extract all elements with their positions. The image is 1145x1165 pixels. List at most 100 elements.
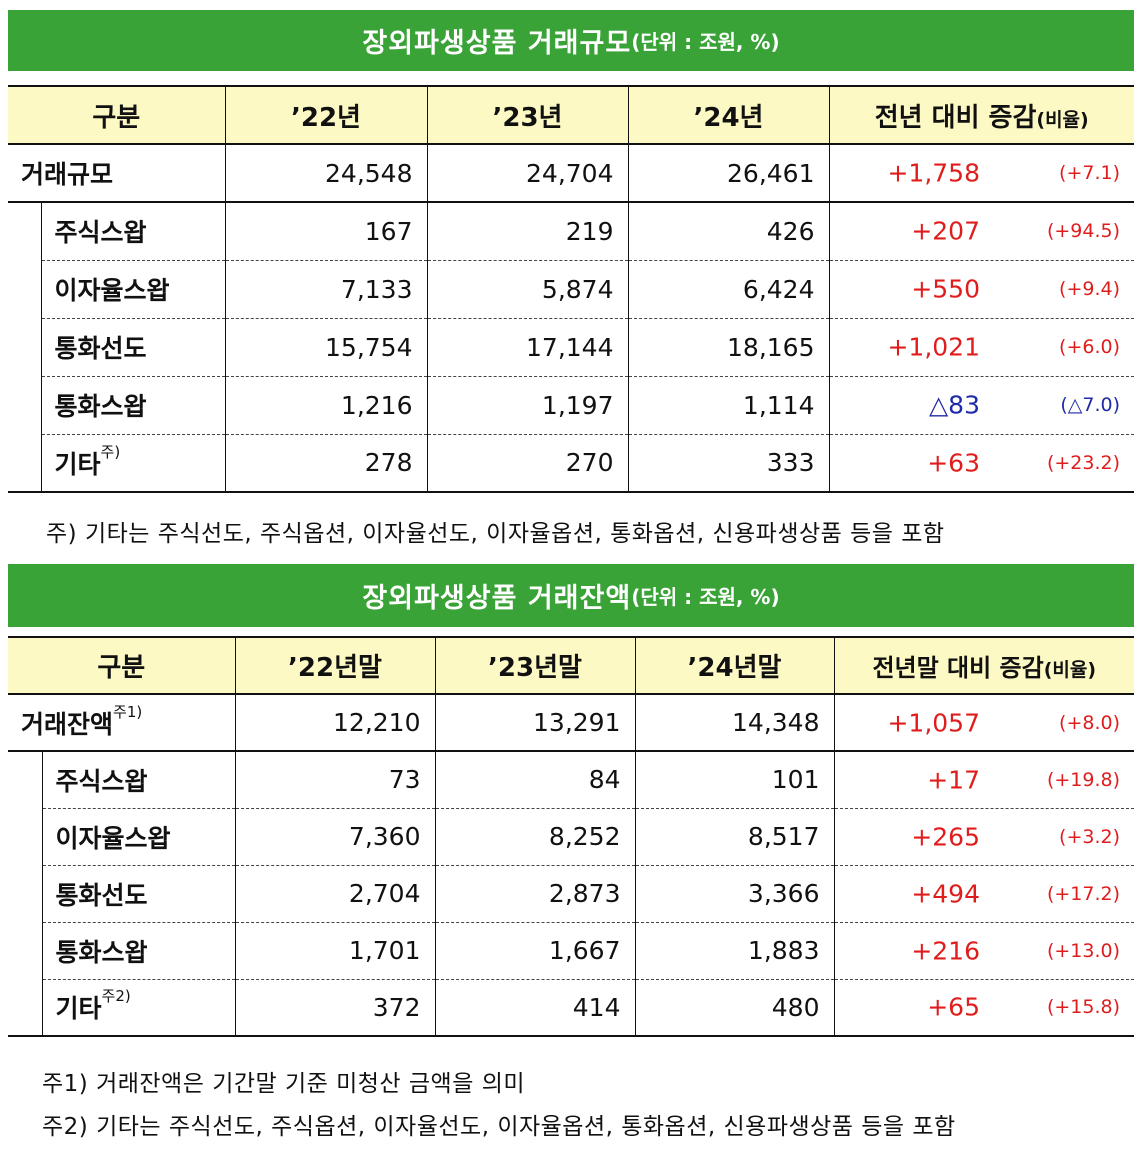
value-2022: 1,701 xyxy=(234,922,435,980)
table-row: 통화선도 2,704 2,873 3,366 +494 (+17.2) xyxy=(8,865,1134,923)
change-ratio: (+6.0) xyxy=(1059,336,1120,358)
table-row: 기타주) 278 270 333 +63 (+23.2) xyxy=(8,434,1134,493)
table1-title-bar: 장외파생상품 거래규모 (단위 : 조원, %) xyxy=(8,10,1134,71)
header-change-ratio: (비율) xyxy=(1043,659,1097,681)
value-2024: 3,366 xyxy=(634,865,834,923)
header-2023-end: ’23년말 xyxy=(434,636,635,695)
value-2024: 1,883 xyxy=(634,922,834,980)
change-ratio: (△7.0) xyxy=(1060,394,1120,416)
header-2024-end: ’24년말 xyxy=(634,636,834,695)
table-row-total: 거래규모 24,548 24,704 26,461 +1,758 (+7.1) xyxy=(8,144,1134,203)
value-2024: 26,461 xyxy=(627,144,829,203)
value-2023: 5,874 xyxy=(426,260,628,319)
change-amount: +207 xyxy=(911,216,980,246)
row-label-text: 거래잔액 xyxy=(21,709,114,739)
table2-footnote-1: 주1) 거래잔액은 기간말 기준 미청산 금액을 의미 xyxy=(42,1071,526,1097)
header-2024: ’24년 xyxy=(627,85,829,145)
change-ratio: (+94.5) xyxy=(1046,220,1120,243)
header-2022-end: ’22년말 xyxy=(234,636,435,695)
value-2023: 17,144 xyxy=(426,318,628,377)
change-cell: +1,021 (+6.0) xyxy=(828,318,1134,377)
change-ratio: (+13.0) xyxy=(1046,939,1120,962)
table2-title: 장외파생상품 거래잔액 xyxy=(362,583,632,614)
change-cell: +207 (+94.5) xyxy=(828,202,1134,261)
value-2023: 1,667 xyxy=(434,922,635,980)
value-2022: 7,360 xyxy=(234,808,435,866)
value-2024: 14,348 xyxy=(634,694,834,752)
change-ratio: (+9.4) xyxy=(1059,278,1120,300)
table-row: 주식스왑 73 84 101 +17 (+19.8) xyxy=(8,751,1134,1037)
footnote-marker: 주) xyxy=(100,442,121,461)
header-change-label: 전년말 대비 증감 xyxy=(872,654,1044,682)
change-ratio: (+23.2) xyxy=(1046,451,1120,474)
value-2023: 2,873 xyxy=(434,865,635,923)
table-row: 통화선도 15,754 17,144 18,165 +1,021 (+6.0) xyxy=(8,318,1134,377)
value-2024: 333 xyxy=(627,434,829,493)
table-row: 주식스왑 167 219 426 +207 (+94.5) xyxy=(8,202,1134,493)
change-amount: +216 xyxy=(911,936,980,965)
table2-unit: (단위 : 조원, %) xyxy=(631,585,780,609)
row-label-text: 기타 xyxy=(55,994,102,1024)
footnote-marker: 주2) xyxy=(101,987,131,1006)
change-amount: △83 xyxy=(928,390,980,420)
value-2022: 73 xyxy=(234,751,435,809)
value-2022: 15,754 xyxy=(224,318,427,377)
change-amount: +17 xyxy=(927,765,980,795)
value-2022: 278 xyxy=(224,434,427,493)
footnote-marker: 주1) xyxy=(113,702,143,721)
value-2023: 84 xyxy=(434,751,635,809)
value-2022: 12,210 xyxy=(234,694,435,752)
header-2023: ’23년 xyxy=(426,85,628,145)
value-2023: 1,197 xyxy=(426,376,628,435)
value-2022: 24,548 xyxy=(224,144,427,203)
change-cell: +17 (+19.8) xyxy=(833,751,1134,809)
indent-spacer xyxy=(8,202,41,493)
table1-title: 장외파생상품 거래규모 xyxy=(362,28,632,59)
change-cell: +1,758 (+7.1) xyxy=(828,144,1134,203)
change-ratio: (+17.2) xyxy=(1046,882,1120,905)
change-cell: +1,057 (+8.0) xyxy=(833,694,1134,752)
value-2023: 414 xyxy=(434,979,635,1037)
change-amount: +494 xyxy=(911,879,980,908)
table-row: 이자율스왑 7,133 5,874 6,424 +550 (+9.4) xyxy=(8,260,1134,319)
table-row: 통화스왑 1,701 1,667 1,883 +216 (+13.0) xyxy=(8,922,1134,980)
row-label: 통화선도 xyxy=(40,318,225,377)
table-row: 통화스왑 1,216 1,197 1,114 △83 (△7.0) xyxy=(8,376,1134,435)
header-category: 구분 xyxy=(8,85,225,145)
value-2023: 13,291 xyxy=(434,694,635,752)
value-2024: 18,165 xyxy=(627,318,829,377)
row-label: 거래잔액주1) xyxy=(8,694,235,752)
value-2023: 8,252 xyxy=(434,808,635,866)
change-cell: +63 (+23.2) xyxy=(828,434,1134,493)
change-amount: +550 xyxy=(911,274,980,304)
value-2022: 167 xyxy=(224,202,427,261)
header-change: 전년 대비 증감(비율) xyxy=(828,85,1134,145)
table2-header-row: 구분 ’22년말 ’23년말 ’24년말 전년말 대비 증감(비율) xyxy=(8,636,1134,695)
change-cell: +265 (+3.2) xyxy=(833,808,1134,866)
change-cell: △83 (△7.0) xyxy=(828,376,1134,435)
value-2024: 480 xyxy=(634,979,834,1037)
change-cell: +65 (+15.8) xyxy=(833,979,1134,1037)
value-2024: 426 xyxy=(627,202,829,261)
row-label: 이자율스왑 xyxy=(41,808,235,866)
value-2024: 1,114 xyxy=(627,376,829,435)
header-category: 구분 xyxy=(8,636,235,695)
change-amount: +1,057 xyxy=(887,708,980,737)
change-amount: +65 xyxy=(927,992,980,1022)
header-change-ratio: (비율) xyxy=(1036,108,1089,131)
value-2022: 1,216 xyxy=(224,376,427,435)
change-amount: +1,021 xyxy=(887,332,980,362)
row-label: 이자율스왑 xyxy=(40,260,225,319)
value-2024: 6,424 xyxy=(627,260,829,319)
table2-outstanding-balance: 구분 ’22년말 ’23년말 ’24년말 전년말 대비 증감(비율) 거래잔액주… xyxy=(8,636,1134,1037)
row-label: 기타주) xyxy=(40,434,225,493)
indent-spacer xyxy=(8,751,42,1037)
row-label-text: 거래규모 xyxy=(21,160,114,189)
table1-footnote: 주) 기타는 주식선도, 주식옵션, 이자율선도, 이자율옵션, 통화옵션, 신… xyxy=(46,521,945,547)
value-2023: 24,704 xyxy=(426,144,628,203)
header-change-label: 전년 대비 증감 xyxy=(874,102,1037,133)
header-2022: ’22년 xyxy=(224,85,427,145)
table2-footnote-2: 주2) 기타는 주식선도, 주식옵션, 이자율선도, 이자율옵션, 통화옵션, … xyxy=(42,1114,956,1140)
table-row: 기타주2) 372 414 480 +65 (+15.8) xyxy=(8,979,1134,1037)
row-label: 기타주2) xyxy=(41,979,235,1037)
